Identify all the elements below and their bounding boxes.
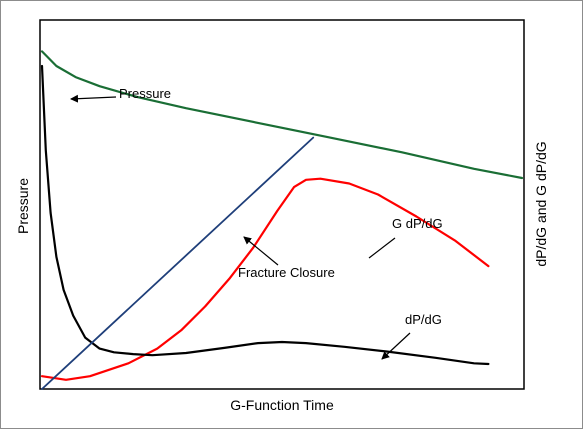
dpdg-annotation-label: dP/dG bbox=[405, 312, 442, 327]
plot-area bbox=[39, 19, 525, 390]
gdpdg-annotation-label: G dP/dG bbox=[392, 216, 443, 231]
fracture-closure-annotation-label: Fracture Closure bbox=[238, 265, 335, 280]
gdpdg-annotation-arrow bbox=[368, 237, 396, 259]
series-line-g-dp-dg bbox=[40, 177, 490, 381]
pressure-annotation-arrow bbox=[70, 94, 117, 103]
dpdg-annotation-arrow bbox=[381, 332, 411, 360]
series-line-pressure bbox=[40, 50, 524, 180]
y-axis-right-label: dP/dG and G dP/dG bbox=[533, 141, 549, 266]
y-axis-left-label: Pressure bbox=[15, 178, 31, 234]
series-layer bbox=[40, 50, 524, 390]
series-line-closure-tangent bbox=[41, 136, 315, 390]
pressure-annotation-label: Pressure bbox=[119, 86, 171, 101]
fracture-closure-annotation-arrow bbox=[243, 236, 279, 266]
series-line-dp-dg bbox=[40, 64, 490, 366]
x-axis-label: G-Function Time bbox=[230, 397, 334, 413]
